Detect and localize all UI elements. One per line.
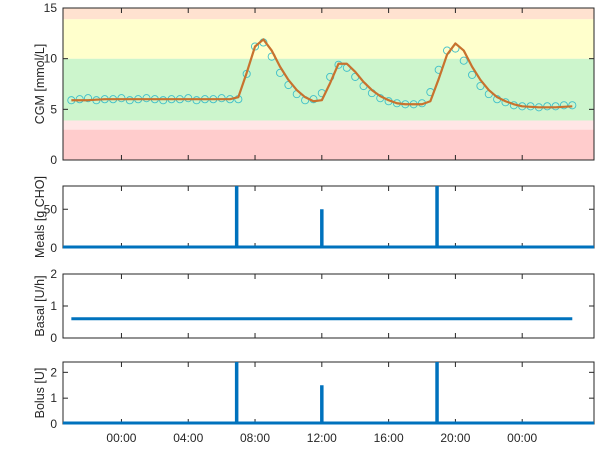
meals-bar xyxy=(234,186,239,248)
bolus-bar xyxy=(435,362,439,424)
cgm-point xyxy=(559,101,568,110)
x-tick-label: 00:00 xyxy=(106,431,136,445)
meals-bar xyxy=(435,186,439,248)
y-tick-label: 1 xyxy=(50,391,57,405)
y-axis-label: Meals [g CHO] xyxy=(33,176,47,258)
x-tick-label: 00:00 xyxy=(507,431,537,445)
cgm-point xyxy=(459,56,468,65)
axes-box xyxy=(62,7,595,161)
cgm-fit-line xyxy=(71,38,573,109)
cgm-point xyxy=(83,94,93,103)
y-tick-label: 15 xyxy=(44,1,58,15)
glucose-band-4 xyxy=(63,8,594,20)
y-axis-label: CGM [mmol/L] xyxy=(33,44,47,125)
x-tick-label: 16:00 xyxy=(374,431,404,445)
meals-bar xyxy=(320,209,324,248)
x-tick-label: 20:00 xyxy=(440,431,470,445)
glucose-band-2 xyxy=(63,58,594,121)
panel-cgm: 0 5 10 15 CGM [mmol/L] xyxy=(33,1,595,167)
y-tick-label: 0 xyxy=(50,331,57,345)
y-tick-label: 5 xyxy=(50,102,57,116)
y-tick-label: 0 xyxy=(50,417,57,431)
glucose-band-0 xyxy=(63,129,594,160)
y-tick-label: 10 xyxy=(44,52,58,66)
y-tick-label: 1 xyxy=(50,299,57,313)
x-tick-label: 12:00 xyxy=(307,431,337,445)
axes-box xyxy=(62,185,595,249)
bolus-bar xyxy=(320,385,324,424)
glucose-band-1 xyxy=(63,120,594,130)
y-axis-label: Bolus [U] xyxy=(33,368,47,419)
y-tick-label: 0 xyxy=(50,153,57,167)
bolus-bar xyxy=(234,362,239,424)
axes-box xyxy=(62,273,595,339)
x-tick-label: 04:00 xyxy=(173,431,203,445)
x-tick-label: 08:00 xyxy=(240,431,270,445)
glucose-band-3 xyxy=(63,19,594,59)
y-tick-label: 2 xyxy=(50,267,57,281)
cgm-point xyxy=(568,101,577,110)
y-tick-label: 0 xyxy=(50,241,57,255)
cgm-point xyxy=(468,70,477,79)
y-axis-label: Basal [U/h] xyxy=(33,275,47,336)
y-tick-label: 2 xyxy=(50,365,57,379)
axes-box xyxy=(62,361,595,425)
y-tick-label: 50 xyxy=(44,202,58,216)
